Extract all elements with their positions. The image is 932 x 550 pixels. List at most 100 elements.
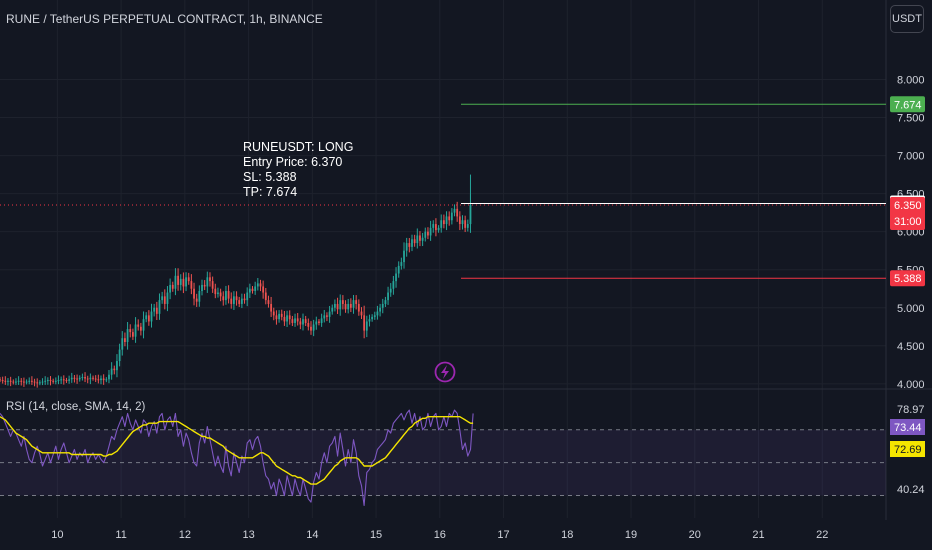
currency-button[interactable]: USDT [890, 5, 924, 33]
candle-body [227, 291, 230, 299]
candle-body [118, 349, 121, 362]
rsi-axis-label: 78.97 [897, 404, 925, 416]
candle-body [336, 303, 339, 310]
candle-body [174, 275, 177, 289]
candle-body [411, 239, 413, 247]
candle-body [400, 262, 403, 266]
candle-body [427, 231, 429, 236]
rsi-value-flag: 73.44 [890, 419, 925, 435]
candle-body [432, 224, 435, 228]
candle-body [124, 338, 126, 343]
candle-body [4, 380, 7, 382]
candle-body [1, 380, 4, 382]
candle-body [163, 296, 166, 304]
trade-note: RUNEUSDT: LONG Entry Price: 6.370 SL: 5.… [243, 140, 353, 200]
x-tick-label: 19 [625, 529, 637, 541]
candle-body [65, 380, 68, 382]
y-tick-label: 4.000 [897, 379, 925, 391]
candle-body [190, 281, 193, 289]
candle-body [166, 292, 169, 304]
candle-body [150, 311, 153, 322]
candle-body [214, 288, 217, 295]
candle-body [195, 298, 198, 302]
candle-body [262, 286, 265, 293]
candle-body [15, 381, 17, 383]
candle-body [78, 377, 81, 380]
stop-loss-flag: 5.388 [890, 270, 925, 287]
candle-body [158, 300, 161, 314]
candle-body [294, 318, 296, 323]
candle-body [421, 237, 424, 241]
candle-body [416, 235, 419, 244]
stop-loss-flag-text: 5.388 [894, 273, 922, 285]
x-tick-label: 14 [306, 529, 318, 541]
rsi-value-flag-text: 73.44 [894, 422, 922, 434]
alert-lightning-icon[interactable] [434, 361, 456, 383]
candle-body [97, 379, 100, 381]
grid-layer [0, 0, 932, 520]
candle-body [323, 315, 326, 319]
candle-body [198, 291, 201, 302]
candle-body [461, 220, 464, 225]
candle-body [169, 284, 172, 293]
candle-body [44, 380, 47, 382]
candle-body [108, 374, 110, 380]
candle-body [312, 324, 315, 331]
candle-body [381, 303, 384, 308]
candle-body [435, 224, 437, 231]
x-tick-label: 13 [242, 529, 254, 541]
candle-body [328, 311, 331, 317]
trade-note-line: RUNEUSDT: LONG [243, 140, 354, 154]
candle-body [246, 292, 249, 301]
candle-body [177, 275, 179, 285]
candle-body [270, 303, 273, 312]
candle-body [453, 208, 456, 213]
candle-body [419, 235, 421, 241]
candle-body [52, 380, 55, 382]
candle-body [445, 216, 448, 225]
candle-body [233, 296, 235, 304]
candle-body [360, 311, 363, 316]
stop-loss-flag-bg [890, 270, 925, 287]
rsi-sma-line [0, 416, 474, 485]
rsi-sma-flag-bg [890, 441, 925, 457]
take-profit-flag-text: 7.674 [894, 99, 922, 111]
y-tick-label: 5.000 [897, 303, 925, 315]
candle-body [171, 284, 174, 289]
candle-body [105, 379, 108, 381]
candle-body [25, 381, 28, 383]
candle-body [203, 284, 206, 287]
rsi-layer [0, 409, 474, 506]
y-tick-label: 8.000 [897, 74, 925, 86]
candle-body [217, 292, 219, 295]
rsi-axis-label: 40.24 [897, 484, 925, 496]
candle-body [126, 329, 129, 343]
candle-body [291, 319, 294, 323]
candle-body [134, 324, 137, 337]
candle-body [464, 220, 467, 228]
candle-body [17, 380, 20, 382]
candle-body [251, 288, 254, 292]
candle-body [38, 382, 41, 384]
candle-body [121, 338, 124, 350]
candle-body [326, 315, 328, 317]
candle-body [349, 303, 352, 308]
y-tick-label: 7.500 [897, 113, 925, 125]
candle-body [315, 321, 318, 325]
candle-body [129, 329, 132, 333]
candle-body [458, 216, 461, 225]
candle-body [145, 315, 148, 320]
rsi-legend[interactable]: RSI (14, close, SMA, 14, 2) [6, 401, 146, 413]
rsi-value-flag-bg [890, 419, 925, 435]
candle-body [413, 239, 416, 244]
rsi-band-layer [0, 429, 886, 497]
candle-body [365, 321, 368, 331]
candle-body [225, 291, 227, 301]
candle-body [456, 208, 459, 217]
candle-body [182, 278, 185, 287]
candle-body [36, 382, 39, 384]
candle-body [238, 300, 241, 304]
candle-body [81, 377, 84, 379]
candle-body [139, 326, 142, 331]
